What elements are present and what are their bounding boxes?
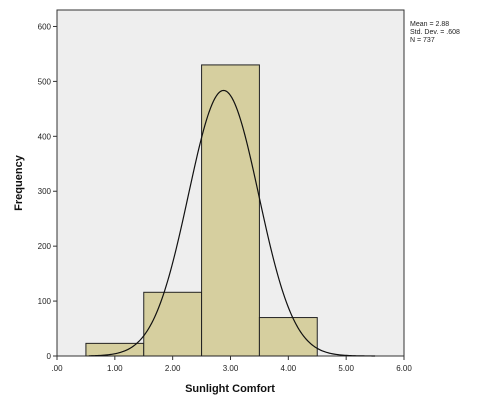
y-tick-label-600: 600	[38, 22, 52, 31]
x-tick-label-2: 2.00	[165, 364, 181, 373]
statistics-legend: Mean = 2.88 Std. Dev. = .608 N = 737	[410, 21, 460, 44]
histogram-bar-4	[258, 317, 318, 357]
x-tick-label-4: 4.00	[281, 364, 297, 373]
x-tick-label-1: 1.00	[107, 364, 123, 373]
bars	[85, 64, 318, 357]
stat-std-dev: Std. Dev. = .608	[410, 29, 460, 36]
y-tick-label-0: 0	[47, 352, 52, 361]
x-axis: .00 1.00 2.00 3.00 4.00 5.00 6.00	[51, 356, 412, 373]
y-tick-label-100: 100	[38, 297, 52, 306]
normal-curve	[88, 89, 376, 357]
y-tick-label-500: 500	[38, 77, 52, 86]
x-tick-label-6: 6.00	[396, 364, 412, 373]
y-tick-label-200: 200	[38, 242, 52, 251]
y-axis-title: Frequency	[13, 154, 25, 211]
histogram-bar-2	[143, 291, 203, 357]
y-tick-label-400: 400	[38, 132, 52, 141]
x-tick-label-3: 3.00	[223, 364, 239, 373]
stat-n: N = 737	[410, 37, 435, 44]
x-tick-label-5: 5.00	[338, 364, 354, 373]
y-tick-label-300: 300	[38, 187, 52, 196]
x-axis-title: Sunlight Comfort	[185, 383, 275, 395]
y-axis: 0 100 200 300 400 500 600	[38, 22, 57, 361]
histogram-bar-3	[201, 64, 260, 357]
stat-mean: Mean = 2.88	[410, 21, 449, 28]
x-tick-label-0: .00	[51, 364, 63, 373]
